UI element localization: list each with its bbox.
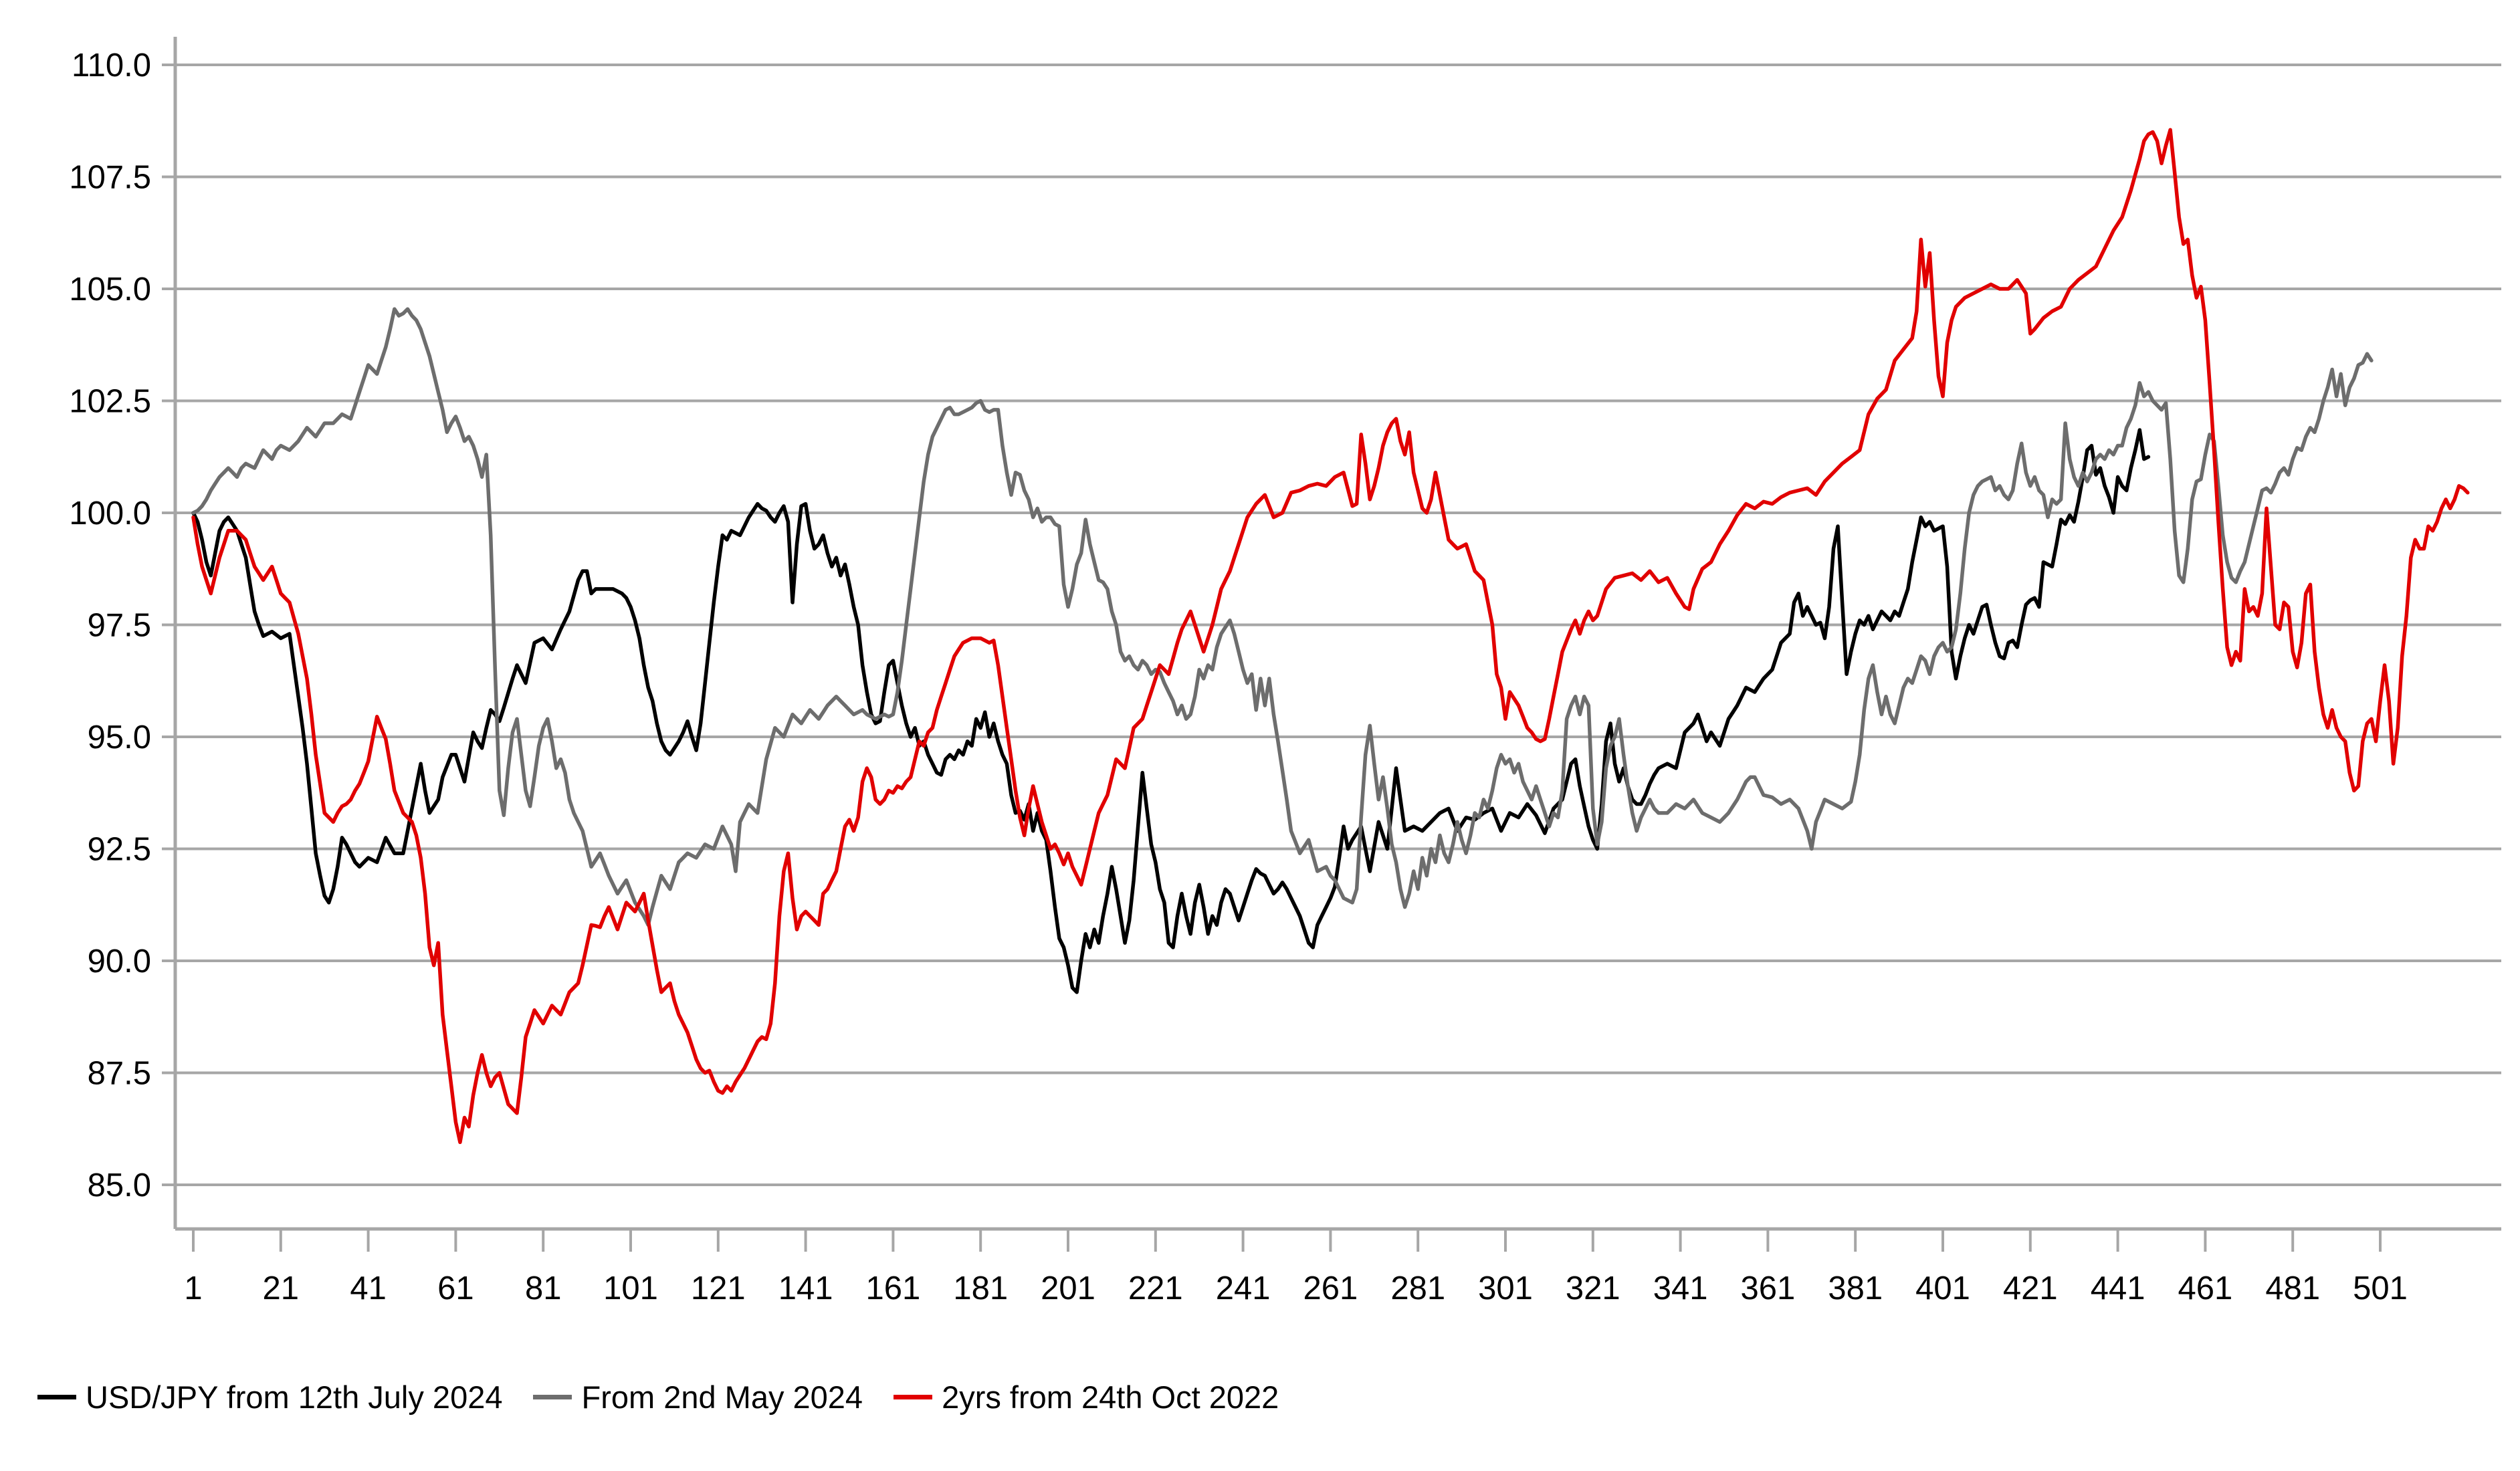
legend-label: 2yrs from 24th Oct 2022 [942,1379,1279,1415]
x-axis-label-261: 261 [1303,1270,1358,1307]
x-axis-label-81: 81 [525,1270,562,1307]
red-line-swatch [894,1395,933,1399]
x-axis-label-201: 201 [1041,1270,1095,1307]
x-axis-label-141: 141 [778,1270,833,1307]
x-axis-label-41: 41 [350,1270,387,1307]
x-axis-label-221: 221 [1128,1270,1183,1307]
y-axis-label-90.0: 90.0 [88,943,151,980]
gray-line-swatch [533,1395,572,1399]
legend-item-2yrs-from-oct-2022: 2yrs from 24th Oct 2022 [894,1379,1279,1416]
series-line-2-2yrs-from-24th-oct-2022 [191,128,2470,1145]
x-axis-label-121: 121 [691,1270,746,1307]
y-axis-label-107.5: 107.5 [69,160,151,196]
x-axis-label-481: 481 [2265,1270,2320,1307]
series-line-0-usd-jpy-from-12th-july-2024 [191,428,2151,994]
y-axis-label-85.0: 85.0 [88,1167,151,1204]
x-axis-label-281: 281 [1390,1270,1445,1307]
x-axis-label-501: 501 [2353,1270,2408,1307]
chart-canvas: 110.0 107.5 105.0 102.5 100.0 97.5 95.0 92.5 90.… [69,37,2501,1307]
black-line-swatch [37,1395,76,1399]
legend-item-from-2nd-may: From 2nd May 2024 [533,1379,863,1416]
x-axis-label-441: 441 [2091,1270,2145,1307]
y-axis-label-102.5: 102.5 [69,384,151,420]
x-axis-label-461: 461 [2178,1270,2233,1307]
x-axis-label-181: 181 [953,1270,1008,1307]
chart-legend: USD/JPY from 12th July 2024 From 2nd May… [37,1379,1279,1416]
x-axis-label-321: 321 [1566,1270,1620,1307]
x-axis-label-341: 341 [1653,1270,1708,1307]
y-axis-label-110.0: 110.0 [72,47,151,84]
y-axis-label-97.5: 97.5 [88,608,151,644]
series-line-1-from-2nd-may-2024 [191,307,2374,927]
legend-label: From 2nd May 2024 [581,1379,863,1415]
x-axis-label-381: 381 [1828,1270,1883,1307]
x-axis-label-301: 301 [1478,1270,1533,1307]
x-axis-label-161: 161 [866,1270,921,1307]
y-axis-label-105.0: 105.0 [69,271,151,308]
x-axis-label-421: 421 [2003,1270,2058,1307]
x-axis-label-21: 21 [263,1270,300,1307]
y-axis-label-100.0: 100.0 [69,495,151,532]
x-axis-label-401: 401 [1915,1270,1970,1307]
y-axis-label-95.0: 95.0 [88,719,151,756]
x-axis-label-241: 241 [1216,1270,1271,1307]
y-axis-label-87.5: 87.5 [88,1056,151,1092]
x-axis-label-101: 101 [603,1270,658,1307]
x-axis-label-1: 1 [184,1270,202,1307]
legend-item-usdjpy-12-july: USD/JPY from 12th July 2024 [37,1379,502,1416]
legend-label: USD/JPY from 12th July 2024 [86,1379,503,1415]
x-axis-label-361: 361 [1741,1270,1796,1307]
x-axis-label-61: 61 [437,1270,474,1307]
y-axis-label-92.5: 92.5 [88,832,151,868]
